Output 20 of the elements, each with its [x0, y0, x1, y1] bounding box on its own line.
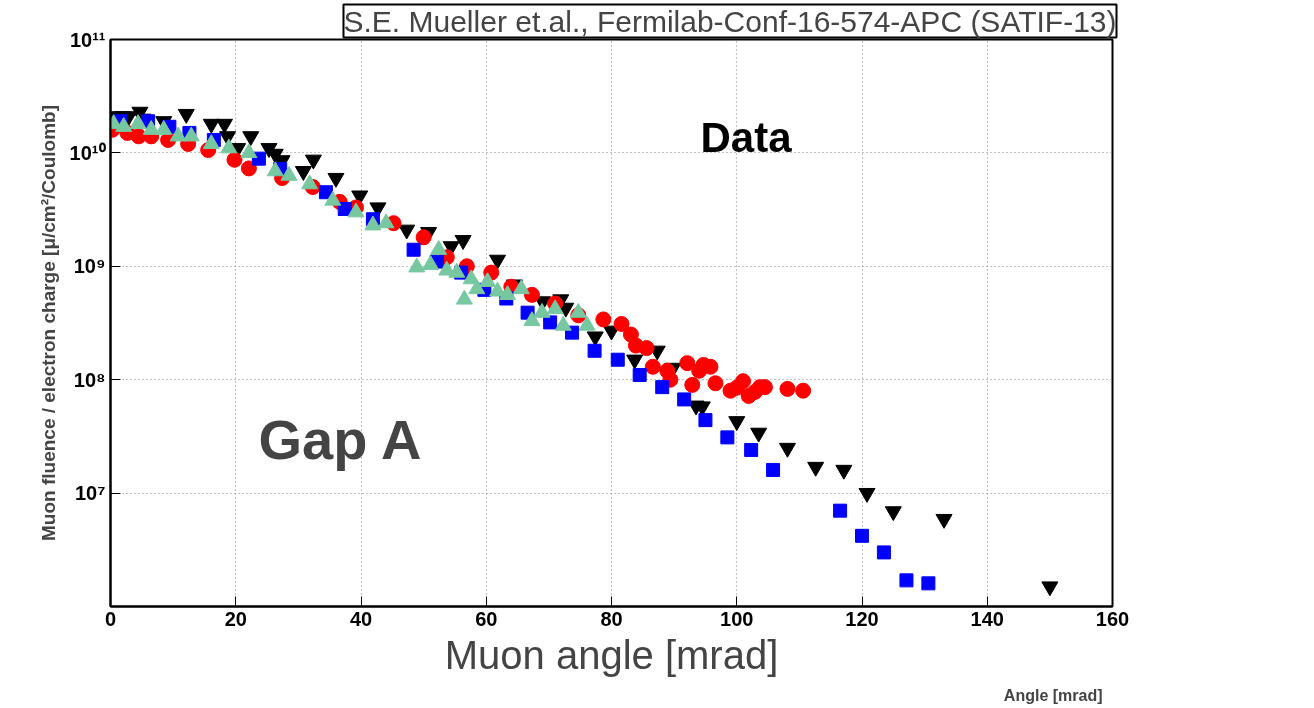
x-tick-label: 60 — [475, 607, 498, 630]
y-tick-label: 10¹¹ — [69, 28, 106, 51]
x-tick-label: 160 — [1095, 607, 1130, 630]
x-tick-label: 0 — [104, 607, 117, 630]
text: Data — [700, 113, 793, 161]
x-tick-label: 120 — [845, 607, 879, 630]
x-tick-label: 100 — [720, 607, 754, 630]
y-tick-label: 10⁹ — [73, 255, 106, 278]
x-axis-title: Muon angle [mrad] — [444, 632, 779, 677]
text: Angle [mrad] — [1003, 686, 1103, 704]
y-tick-label: 10⁷ — [75, 482, 106, 505]
y-tick-label: 10¹⁰ — [69, 141, 106, 164]
x-tick-label: 40 — [349, 607, 373, 630]
y-tick-label: 10⁸ — [73, 368, 106, 391]
annotation: Gap A — [258, 407, 422, 471]
x-tick-label: 20 — [224, 607, 247, 630]
text: S.E. Mueller et.al., Fermilab-Conf-16-574-APC (SATIF-13) — [343, 4, 1117, 38]
x-tick-label: 80 — [600, 607, 623, 630]
y-axis-title: Muon fluence / electron charge [μ/cm²/Coulomb] — [37, 105, 59, 541]
x-tick-label: 140 — [970, 607, 1004, 630]
